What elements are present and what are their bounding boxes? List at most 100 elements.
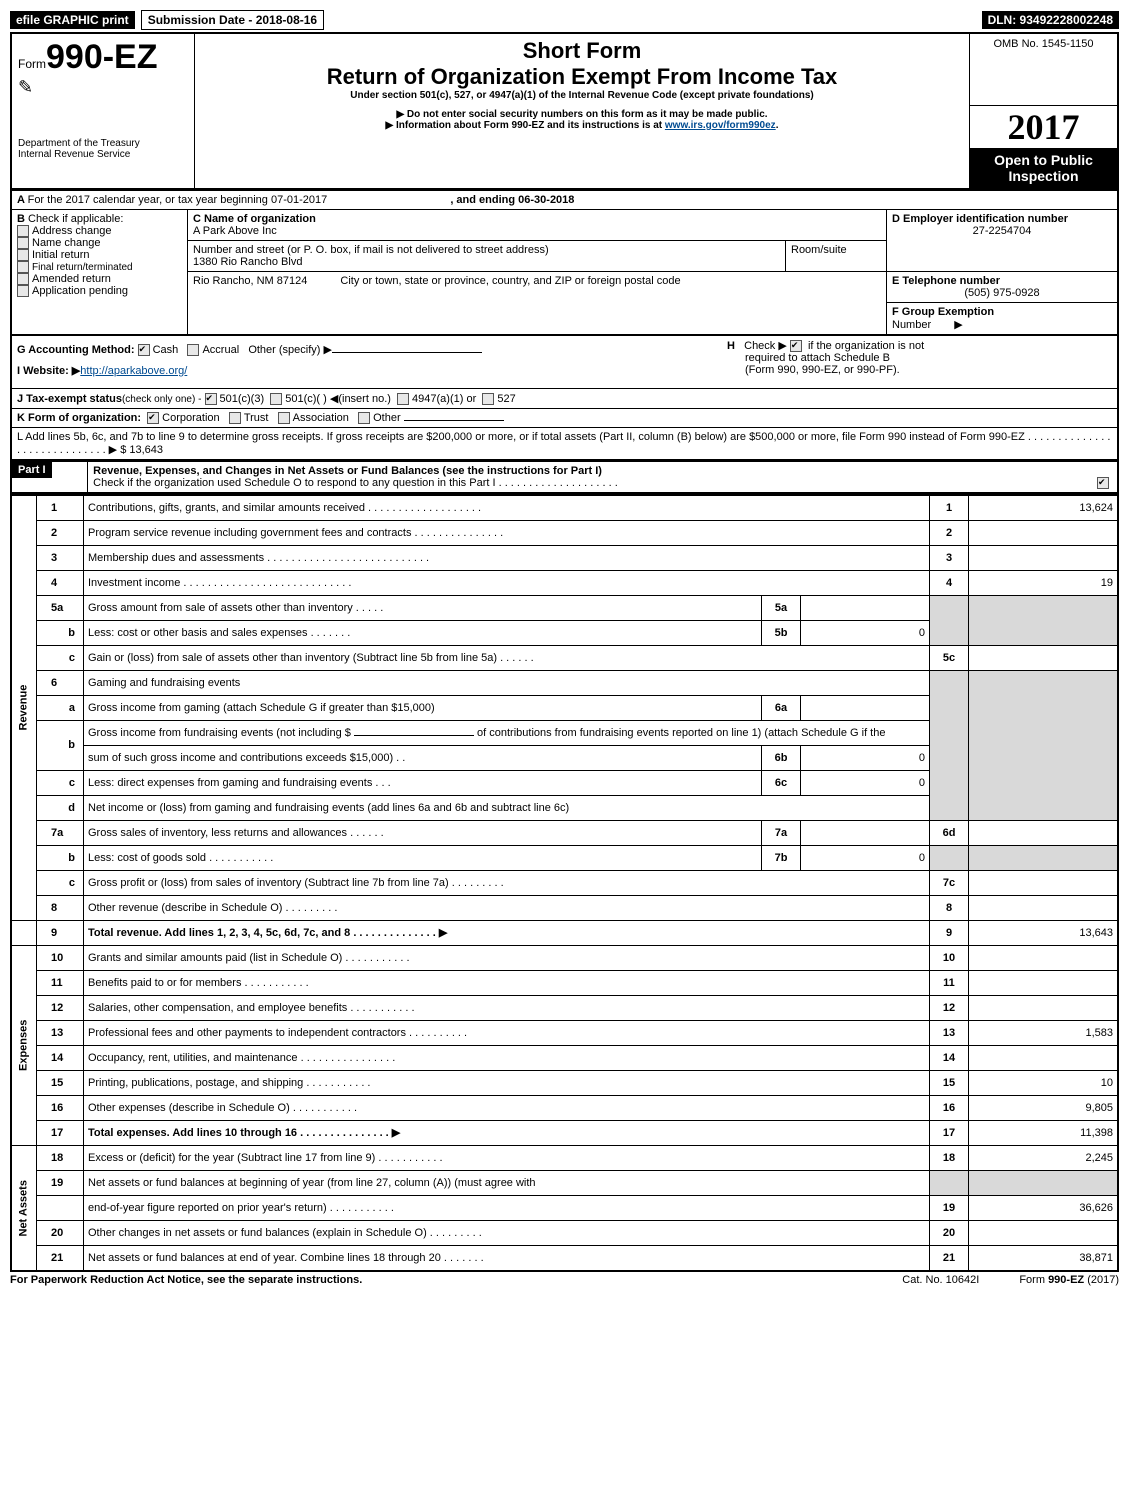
line-12-text: Salaries, other compensation, and employ… [84, 995, 930, 1020]
f-label2: Number [892, 319, 931, 331]
checkbox-4947[interactable] [397, 393, 409, 405]
line-6d-rn: 6d [930, 820, 969, 845]
opt-final: Final return/terminated [32, 262, 133, 273]
footer-right: Form 990-EZ (2017) [1019, 1274, 1119, 1286]
phone-value: (505) 975-0928 [892, 287, 1112, 299]
line-15-num: 15 [37, 1070, 84, 1095]
dept-treasury: Department of the Treasury [18, 138, 188, 149]
checkbox-trust[interactable] [229, 412, 241, 424]
line-21-text: Net assets or fund balances at end of ye… [84, 1245, 930, 1271]
checkbox-initial-return[interactable] [17, 249, 29, 261]
checkbox-association[interactable] [278, 412, 290, 424]
g-accrual: Accrual [202, 344, 239, 356]
line-19b-text: end-of-year figure reported on prior yea… [84, 1195, 930, 1220]
checkbox-application-pending[interactable] [17, 285, 29, 297]
line-21-rn: 21 [930, 1245, 969, 1271]
line-11-val [969, 970, 1119, 995]
line-7c-val [969, 870, 1119, 895]
line-16-num: 16 [37, 1095, 84, 1120]
line-10-num: 10 [37, 945, 84, 970]
checkbox-527[interactable] [482, 393, 494, 405]
top-bar: efile GRAPHIC print Submission Date - 20… [10, 10, 1119, 30]
checkbox-final-return[interactable] [17, 261, 29, 273]
checkbox-501c[interactable] [270, 393, 282, 405]
checkbox-corporation[interactable] [147, 412, 159, 424]
line-3-rnum: 3 [930, 545, 969, 570]
j-501c: 501(c)( ) [285, 393, 327, 405]
website-link[interactable]: http://aparkabove.org/ [80, 365, 187, 377]
b-label: Check if applicable: [28, 213, 123, 225]
part1-label: Part I [12, 462, 52, 478]
line-19-text: Net assets or fund balances at beginning… [84, 1170, 930, 1195]
ein-value: 27-2254704 [892, 225, 1112, 237]
line-1-text: Contributions, gifts, grants, and simila… [84, 495, 930, 521]
checkbox-name-change[interactable] [17, 237, 29, 249]
line-7a-text: Gross sales of inventory, less returns a… [84, 820, 762, 845]
info-suffix: . [776, 120, 779, 131]
line-19-num: 19 [37, 1170, 84, 1195]
line-20-val [969, 1220, 1119, 1245]
line-18-rn: 18 [930, 1145, 969, 1170]
side-revenue: Revenue [11, 495, 37, 921]
h-label: H [727, 340, 735, 352]
org-name: A Park Above Inc [193, 225, 881, 237]
info-link[interactable]: www.irs.gov/form990ez [665, 120, 776, 131]
j-paren: (check only one) - [122, 394, 201, 405]
k-assoc: Association [293, 412, 349, 424]
checkbox-address-change[interactable] [17, 225, 29, 237]
line-15-val: 10 [969, 1070, 1119, 1095]
line-16-val: 9,805 [969, 1095, 1119, 1120]
line-17-rn: 17 [930, 1120, 969, 1145]
line-13-val: 1,583 [969, 1020, 1119, 1045]
line-6c-num: c [37, 770, 84, 795]
line-10-text: Grants and similar amounts paid (list in… [84, 945, 930, 970]
line-2-text: Program service revenue including govern… [84, 520, 930, 545]
line-5c-text: Gain or (loss) from sale of assets other… [84, 645, 930, 670]
line-20-text: Other changes in net assets or fund bala… [84, 1220, 930, 1245]
submission-date-box: Submission Date - 2018-08-16 [141, 10, 324, 30]
line-6a-mv [801, 695, 930, 720]
line-5b-mn: 5b [762, 620, 801, 645]
line-6b-sum: sum of such gross income and contributio… [84, 745, 762, 770]
dln-box: DLN: 93492228002248 [982, 11, 1119, 29]
line-4-text: Investment income . . . . . . . . . . . … [84, 570, 930, 595]
checkbox-h[interactable] [790, 340, 802, 352]
line-14-rn: 14 [930, 1045, 969, 1070]
line-15-text: Printing, publications, postage, and shi… [84, 1070, 930, 1095]
line-20-rn: 20 [930, 1220, 969, 1245]
open-public-2: Inspection [972, 168, 1115, 184]
city-label: City or town, state or province, country… [340, 275, 680, 287]
line-7b-num: b [37, 845, 84, 870]
line-7b-mv: 0 [801, 845, 930, 870]
line-5a-num: 5a [37, 595, 84, 620]
checkbox-cash[interactable] [138, 344, 150, 356]
line-6b-mn: 6b [762, 745, 801, 770]
line-6-num: 6 [37, 670, 84, 695]
dept-irs: Internal Revenue Service [18, 149, 188, 160]
g-label: G Accounting Method: [17, 344, 135, 356]
line-18-val: 2,245 [969, 1145, 1119, 1170]
line-6a-mn: 6a [762, 695, 801, 720]
i-label: I Website: ▶ [17, 365, 80, 377]
checkbox-schedule-o[interactable] [1097, 477, 1109, 489]
line-12-rn: 12 [930, 995, 969, 1020]
h-text1: Check ▶ [744, 340, 787, 352]
ssn-notice: ▶ Do not enter social security numbers o… [201, 109, 963, 120]
k-other: Other [373, 412, 401, 424]
form-prefix: Form [18, 57, 46, 71]
checkbox-amended-return[interactable] [17, 273, 29, 285]
checkbox-other-org[interactable] [358, 412, 370, 424]
j-527: 527 [497, 393, 515, 405]
checkbox-501c3[interactable] [205, 393, 217, 405]
ghijkl-table: G Accounting Method: Cash Accrual Other … [10, 335, 1119, 461]
k-trust: Trust [244, 412, 269, 424]
line-3-val [969, 545, 1119, 570]
part1-title: Revenue, Expenses, and Changes in Net As… [93, 465, 602, 477]
part1-check-text: Check if the organization used Schedule … [93, 477, 618, 489]
h-text2: if the organization is not [808, 340, 924, 352]
line-17-val: 11,398 [969, 1120, 1119, 1145]
checkbox-accrual[interactable] [187, 344, 199, 356]
line-6d-text: Net income or (loss) from gaming and fun… [84, 795, 930, 820]
line-13-text: Professional fees and other payments to … [84, 1020, 930, 1045]
j-label: J Tax-exempt status [17, 393, 122, 405]
